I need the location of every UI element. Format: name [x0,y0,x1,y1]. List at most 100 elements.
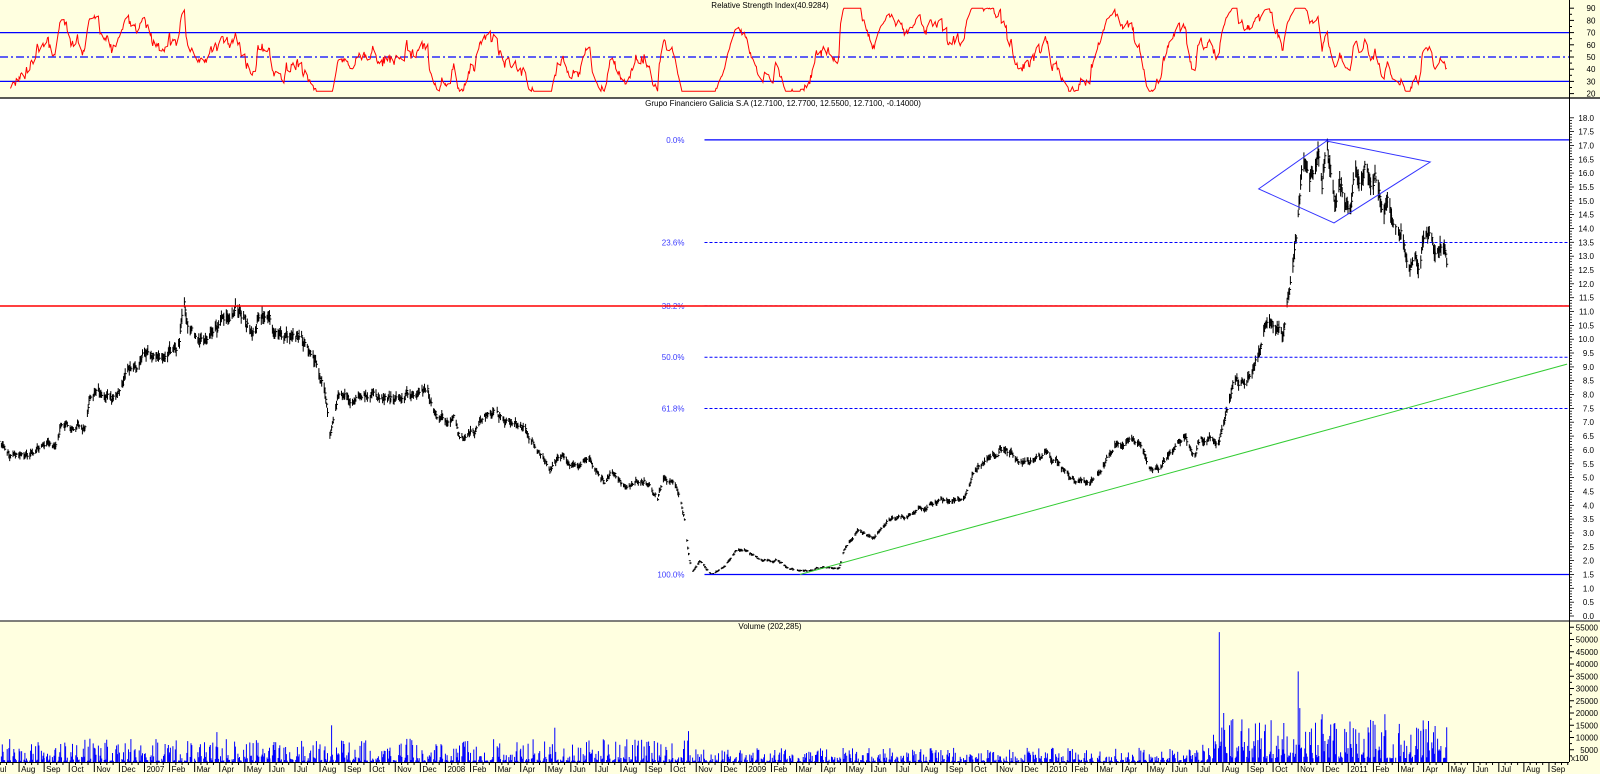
price-bar [792,569,795,571]
price-bar [1006,448,1009,457]
price-bar [735,550,738,552]
volume-panel [0,621,1600,774]
price-bar [546,461,549,467]
price-bar [741,549,744,552]
price-bar [1173,446,1176,451]
price-bar [915,509,918,513]
price-bar [1132,436,1135,442]
price-bar [648,482,651,487]
price-bar [863,531,866,534]
price-bar [806,570,808,572]
price-bar [780,561,783,564]
price-bar [1230,387,1233,398]
rsi-tick-label: 60 [1587,41,1596,50]
price-bar [642,481,645,486]
price-bar [689,562,692,565]
price-bar [1351,192,1354,208]
price-bar [846,545,849,547]
rsi-tick-label: 70 [1587,29,1596,38]
price-tick-label: 12.5 [1578,266,1594,275]
month-label: Apr [222,765,235,774]
price-bar [615,475,618,479]
price-tick-label: 7.5 [1583,404,1595,413]
price-bar [1440,243,1443,256]
price-bar [88,396,91,405]
price-bar [926,504,929,510]
price-bar [112,394,115,402]
month-label: Oct [974,765,987,774]
price-bar [206,336,209,345]
price-bar [123,376,125,387]
price-bar [970,477,973,483]
price-bar [531,437,534,442]
price-bar [540,453,542,459]
price-tick-label: 0.5 [1583,598,1595,607]
price-bar [301,330,304,338]
price-bar [842,552,845,555]
month-label: Oct [673,765,686,774]
price-bar [654,492,657,498]
price-bar [532,441,535,445]
price-bar [1272,321,1275,334]
price-bar [965,491,968,496]
price-bar [1016,456,1019,462]
price-bar [718,569,720,571]
volume-tick-label: 25000 [1576,697,1599,706]
price-bar [1363,165,1366,178]
month-label: May [1150,765,1165,774]
price-bar [525,423,528,434]
price-bar [175,347,178,357]
price-bar [697,562,700,565]
price-bar [158,353,161,360]
price-bar [1247,375,1250,383]
fib-label: 61.8% [662,404,685,413]
month-label: Mar [498,765,512,774]
price-bar [775,558,778,561]
price-bar [591,463,594,469]
price-bar [778,560,781,563]
price-bar [285,326,288,338]
price-bar [1266,317,1269,329]
price-bar [838,566,841,569]
price-bar [860,529,863,533]
price-bar [1229,393,1232,402]
price-bar [620,481,623,487]
price-bar [38,445,41,453]
price-bar [963,495,966,500]
price-bar [234,306,237,316]
price-tick-label: 3.0 [1583,529,1595,538]
price-bar [1423,230,1426,244]
price-bar [424,387,427,393]
price-bar [298,329,301,340]
price-bar [551,466,553,472]
price-bar [704,567,707,569]
month-label: May [247,765,262,774]
price-bar [500,414,502,421]
month-label: Feb [1375,765,1389,774]
price-bar [1010,447,1013,455]
month-label: Mar [1400,765,1414,774]
price-bar [472,428,475,434]
price-bar [15,452,18,456]
price-bar [764,558,766,561]
rsi-tick-label: 50 [1587,53,1596,62]
price-tick-label: 14.0 [1578,224,1594,233]
price-bar [608,473,611,480]
price-bar [1000,445,1002,451]
price-bar [590,457,593,463]
price-bar [116,391,119,398]
price-title: Grupo Financiero Galicia S.A (12.7100, 1… [645,99,921,108]
price-bar [623,483,626,488]
price-bar [1406,253,1409,268]
price-bar [560,454,563,462]
month-label: Mar [197,765,211,774]
month-label: Feb [172,765,186,774]
price-bar [611,469,614,475]
month-label: Oct [1275,765,1288,774]
price-bar [839,564,842,566]
price-plot: 0.0%23.6%38.2%50.0%61.8%100.0% [0,136,1569,579]
price-bar [755,556,758,558]
price-bar [66,421,69,428]
price-bar [1012,453,1015,458]
price-bar [551,461,554,467]
